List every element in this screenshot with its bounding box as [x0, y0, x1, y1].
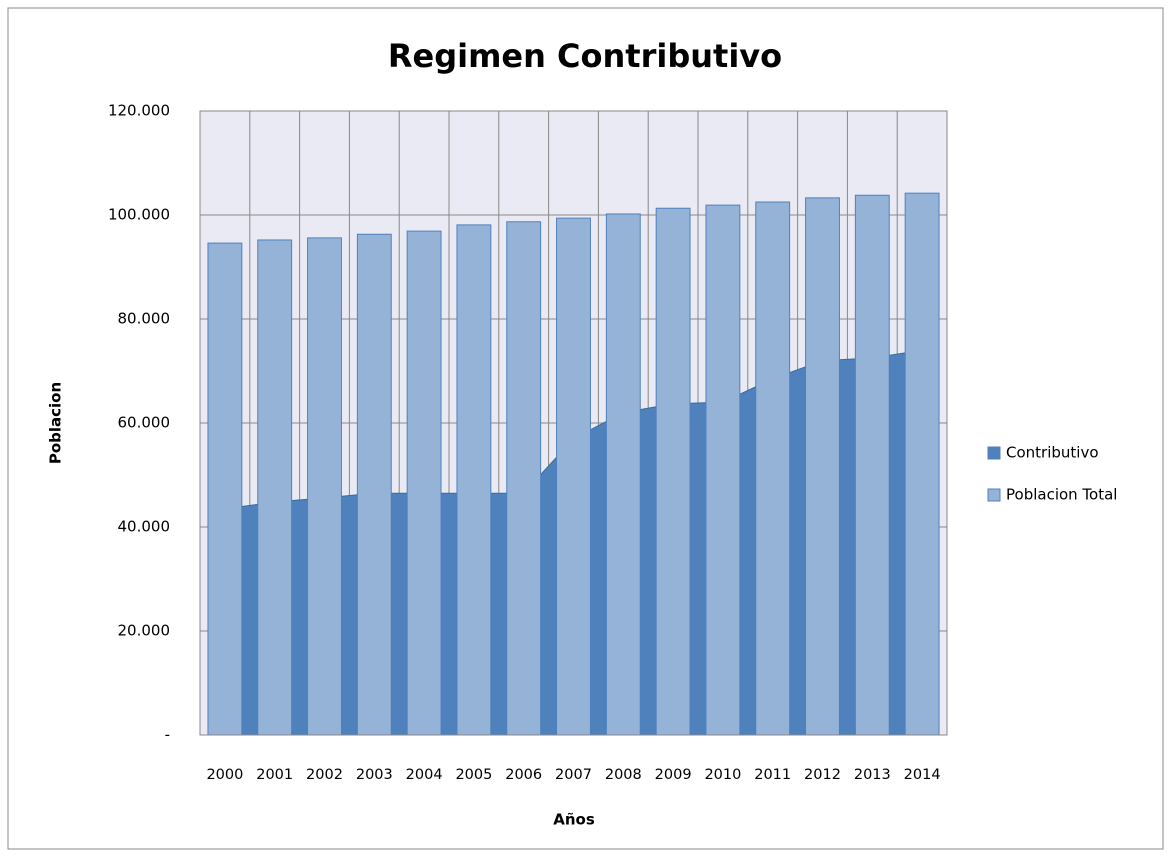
y-axis-label: Poblacion	[47, 382, 65, 464]
bar	[556, 217, 591, 736]
legend-swatch	[987, 488, 1001, 502]
bar	[406, 230, 442, 736]
legend-label: Contributivo	[1006, 444, 1099, 462]
x-tick-label: 2014	[904, 767, 941, 783]
x-axis-label: Años	[553, 811, 595, 829]
x-tick-label: 2009	[655, 767, 692, 783]
x-tick-label: 2013	[854, 767, 891, 783]
x-tick-label: 2000	[206, 767, 243, 783]
bar	[705, 204, 741, 736]
bar	[605, 213, 641, 736]
x-tick-label: 2008	[605, 767, 642, 783]
bar	[257, 239, 293, 736]
x-tick-label: 2007	[555, 767, 592, 783]
bar	[356, 233, 392, 736]
bar	[805, 197, 840, 736]
bar	[904, 192, 940, 736]
x-tick-label: 2006	[505, 767, 542, 783]
y-tick-label: 40.000	[118, 518, 171, 536]
y-tick-label: 80.000	[118, 310, 171, 328]
x-tick-label: 2003	[356, 767, 393, 783]
bar	[207, 242, 243, 736]
y-tick-label: 20.000	[118, 622, 171, 640]
chart-title: Regimen Contributivo	[388, 37, 782, 75]
x-tick-label: 2004	[406, 767, 443, 783]
y-tick-label: -	[165, 726, 170, 744]
x-tick-label: 2002	[306, 767, 343, 783]
x-tick-label: 2005	[455, 767, 492, 783]
y-tick-label: 120.000	[108, 102, 170, 120]
bar	[755, 201, 791, 736]
legend-swatch	[987, 446, 1001, 460]
x-tick-label: 2001	[256, 767, 293, 783]
x-tick-label: 2012	[804, 767, 841, 783]
bar	[506, 221, 542, 736]
x-tick-label: 2011	[754, 767, 791, 783]
legend-label: Poblacion Total	[1006, 486, 1117, 504]
bar	[456, 224, 492, 736]
bar	[655, 207, 691, 736]
bar	[307, 237, 342, 736]
y-tick-label: 60.000	[118, 414, 171, 432]
y-tick-label: 100.000	[108, 206, 170, 224]
x-tick-label: 2010	[704, 767, 741, 783]
bar	[854, 194, 890, 736]
